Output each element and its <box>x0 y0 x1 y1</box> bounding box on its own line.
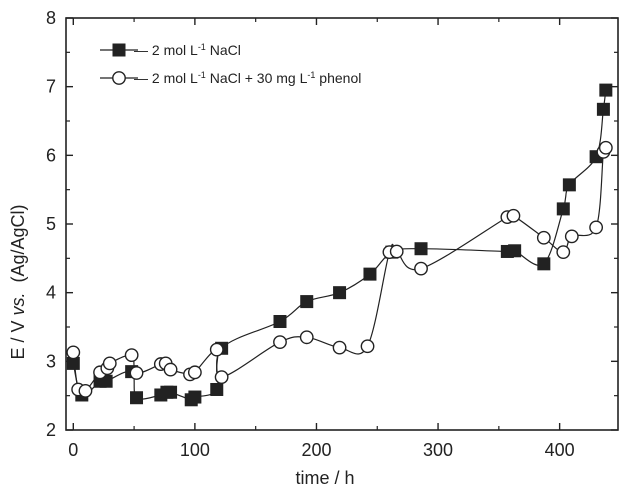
data-point-square <box>300 295 314 309</box>
y-tick-label: 7 <box>46 77 56 97</box>
data-point-circle <box>536 230 551 245</box>
data-point-circle <box>163 362 178 377</box>
data-point-circle <box>102 356 117 371</box>
data-point-square <box>210 382 224 396</box>
data-point-circle <box>214 370 229 385</box>
data-point-square <box>556 202 570 216</box>
data-point-square <box>130 391 144 405</box>
y-tick-label: 5 <box>46 214 56 234</box>
series-line <box>72 144 607 395</box>
data-point-square <box>164 385 178 399</box>
legend-marker <box>112 43 126 57</box>
axes-layer: 0 100 200 300 400 2 3 4 5 6 7 8 <box>46 8 619 460</box>
data-point-circle <box>332 340 347 355</box>
data-point-circle <box>414 261 428 276</box>
data-point-circle <box>556 245 571 260</box>
y-axis-label: E / V vs. (Ag/AgCl) <box>8 204 28 359</box>
data-point-circle <box>360 339 375 354</box>
legend-item-1: — 2 mol L-1 NaCl <box>100 42 241 58</box>
series-2-markers <box>66 140 613 398</box>
data-point-circle <box>124 348 139 363</box>
data-point-square <box>508 244 522 258</box>
x-tick-label: 400 <box>545 440 575 460</box>
x-axis-label: time / h <box>295 468 354 488</box>
x-tick-label: 0 <box>68 440 78 460</box>
data-point-circle <box>187 365 202 380</box>
data-point-square <box>596 102 610 116</box>
y-tick-label: 4 <box>46 283 56 303</box>
data-point-square <box>414 242 428 256</box>
data-point-circle <box>589 220 604 235</box>
data-point-square <box>562 178 576 192</box>
series-2 <box>72 144 607 395</box>
legend-label: — 2 mol L-1 NaCl + 30 mg L-1 phenol <box>134 70 361 86</box>
data-point-square <box>537 257 551 271</box>
series-layer <box>66 83 613 407</box>
data-point-circle <box>209 342 224 357</box>
data-point-square <box>363 267 377 281</box>
data-point-circle <box>564 229 579 244</box>
y-tick-label: 6 <box>46 145 56 165</box>
data-point-circle <box>299 330 314 345</box>
data-point-circle <box>506 208 521 223</box>
data-point-square <box>599 83 613 97</box>
y-tick-label: 3 <box>46 351 56 371</box>
legend-marker <box>112 71 126 85</box>
data-point-circle <box>129 366 144 380</box>
y-tick-label: 2 <box>46 420 56 440</box>
x-tick-label: 200 <box>301 440 331 460</box>
data-point-circle <box>273 335 287 350</box>
data-point-circle <box>66 345 81 360</box>
legend-label: — 2 mol L-1 NaCl <box>134 42 241 58</box>
data-point-square <box>333 286 347 300</box>
legend-item-2: — 2 mol L-1 NaCl + 30 mg L-1 phenol <box>100 70 361 86</box>
data-point-circle <box>389 244 404 259</box>
data-point-square <box>273 315 287 329</box>
data-point-circle <box>78 383 93 398</box>
data-point-square <box>188 390 202 404</box>
legend: — 2 mol L-1 NaCl — 2 mol L-1 NaCl + 30 mg… <box>100 42 361 86</box>
y-tick-label: 8 <box>46 8 56 28</box>
data-point-circle <box>598 140 613 155</box>
x-tick-label: 300 <box>423 440 453 460</box>
x-tick-label: 100 <box>180 440 210 460</box>
series-1-markers <box>66 83 613 407</box>
